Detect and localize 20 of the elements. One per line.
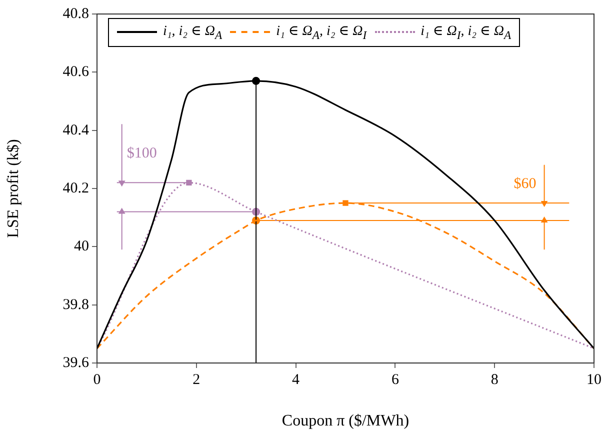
x-axis-title: Coupon π ($/MWh) [282, 412, 410, 430]
legend-label: i₁, i₂ ∈ Ω$_{A}$ [163, 23, 222, 42]
x-tick-label: 8 [490, 372, 498, 388]
annotation: $100 [126, 146, 157, 162]
y-tick-label: 39.6 [62, 354, 90, 371]
annotation: $60 [514, 176, 536, 192]
legend-label: i₁ ∈ Ω$_{I}$, i₂ ∈ Ω$_{A}$ [420, 23, 512, 42]
legend-label: i₁ ∈ Ω$_{A}$, i₂ ∈ Ω$_{I}$ [276, 23, 367, 42]
x-tick-label: 10 [586, 372, 602, 388]
y-tick-label: 40.8 [62, 6, 89, 22]
y-axis-title: LSE profit (k$) [4, 139, 22, 238]
y-tick-label: 39.8 [62, 296, 89, 313]
y-tick-label: 40 [74, 238, 89, 255]
x-tick-label: 2 [192, 372, 200, 388]
y-tick-label: 40.6 [62, 64, 90, 80]
x-tick-label: 4 [292, 372, 300, 388]
y-tick-label: 40.2 [62, 180, 89, 196]
x-tick-label: 0 [93, 372, 101, 388]
y-tick-label: 40.4 [62, 122, 90, 138]
x-tick-label: 6 [391, 372, 400, 388]
